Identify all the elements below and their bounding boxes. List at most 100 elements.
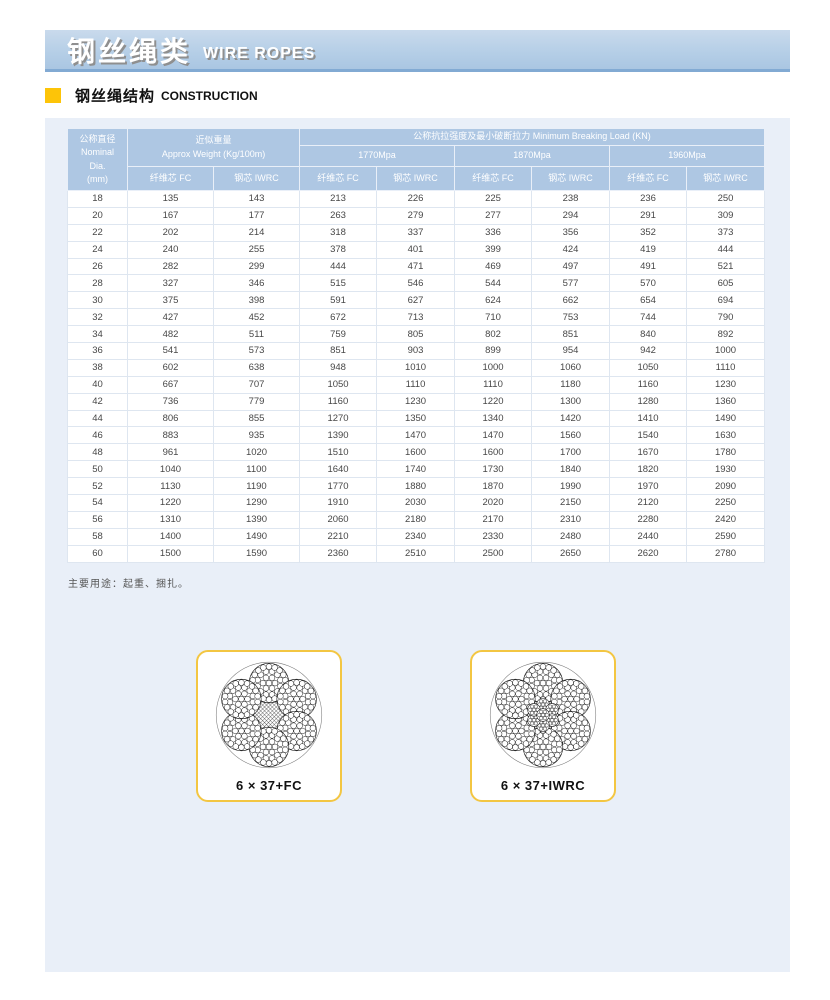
table-cell: 667: [127, 375, 214, 394]
table-cell: 44: [67, 409, 128, 428]
table-cell: 1180: [531, 375, 611, 394]
table-row: 38 602 638 948 1010 1000 1060 1050 1110: [67, 358, 766, 377]
table-row: 48 961 1020 1510 1600 1600 1700 1670 1780: [67, 443, 766, 462]
table-cell: 1050: [299, 375, 378, 394]
table-cell: 2780: [686, 544, 766, 563]
table-row: 44 806 855 1270 1350 1340 1420 1410 1490: [67, 409, 766, 428]
col-header-fc: 纤维芯 FC: [454, 166, 533, 191]
table-cell: 427: [127, 308, 214, 327]
table-cell: 22: [67, 223, 128, 242]
table-cell: 277: [454, 206, 533, 225]
table-cell: 225: [454, 190, 533, 208]
table-row: 28 327 346 515 546 544 577 570 605: [67, 274, 766, 293]
col-header-grade-1770: 1770Mpa: [299, 145, 456, 167]
col-header-iwrc: 钢芯 IWRC: [376, 166, 456, 191]
wire-rope-cross-section-iwrc-icon: [489, 661, 597, 769]
table-cell: 2180: [376, 510, 456, 529]
diagram-card-fc: 6 × 37+FC: [196, 650, 342, 802]
table-cell: 883: [127, 426, 214, 445]
table-cell: 226: [376, 190, 456, 208]
table-cell: 378: [299, 240, 378, 259]
table-cell: 672: [299, 308, 378, 327]
table-cell: 2170: [454, 510, 533, 529]
col-header-diameter-line: (mm): [87, 173, 108, 184]
table-row: 32 427 452 672 713 710 753 744 790: [67, 308, 766, 327]
table-cell: 1400: [127, 527, 214, 546]
table-cell: 34: [67, 325, 128, 344]
table-cell: 419: [609, 240, 688, 259]
table-cell: 736: [127, 392, 214, 411]
table-cell: 948: [299, 358, 378, 377]
table-cell: 291: [609, 206, 688, 225]
table-cell: 1500: [127, 544, 214, 563]
table-row: 50 1040 1100 1640 1740 1730 1840 1820 1930: [67, 460, 766, 479]
table-cell: 1490: [686, 409, 766, 428]
table-cell: 1970: [609, 477, 688, 496]
table-cell: 1630: [686, 426, 766, 445]
table-cell: 759: [299, 325, 378, 344]
col-header-iwrc: 钢芯 IWRC: [531, 166, 611, 191]
table-cell: 56: [67, 510, 128, 529]
table-cell: 20: [67, 206, 128, 225]
section-heading: 钢丝绳结构 CONSTRUCTION: [45, 85, 258, 106]
table-cell: 1160: [609, 375, 688, 394]
table-cell: 707: [212, 375, 301, 394]
table-cell: 2360: [299, 544, 378, 563]
table-cell: 294: [531, 206, 611, 225]
table-row: 56 1310 1390 2060 2180 2170 2310 2280 2420: [67, 510, 766, 529]
table-cell: 2620: [609, 544, 688, 563]
table-cell: 694: [686, 291, 766, 310]
table-row: 20 167 177 263 279 277 294 291 309: [67, 206, 766, 225]
table-cell: 398: [212, 291, 301, 310]
table-cell: 2330: [454, 527, 533, 546]
table-cell: 546: [376, 274, 456, 293]
table-cell: 42: [67, 392, 128, 411]
table-cell: 1540: [609, 426, 688, 445]
table-cell: 1060: [531, 358, 611, 377]
table-cell: 40: [67, 375, 128, 394]
table-row: 18 135 143 213 226 225 238 236 250: [67, 190, 766, 208]
table-cell: 1110: [376, 375, 456, 394]
table-cell: 851: [299, 342, 378, 360]
table-cell: 1000: [686, 342, 766, 360]
table-row: 46 883 935 1390 1470 1470 1560 1540 1630: [67, 426, 766, 445]
table-cell: 309: [686, 206, 766, 225]
table-cell: 2500: [454, 544, 533, 563]
table-cell: 1780: [686, 443, 766, 462]
table-cell: 1470: [454, 426, 533, 445]
table-cell: 753: [531, 308, 611, 327]
table-cell: 570: [609, 274, 688, 293]
table-cell: 263: [299, 206, 378, 225]
table-cell: 356: [531, 223, 611, 242]
table-cell: 1390: [299, 426, 378, 445]
table-cell: 602: [127, 358, 214, 377]
table-cell: 2020: [454, 494, 533, 512]
banner-title-zh: 钢丝绳类: [67, 35, 192, 67]
table-cell: 591: [299, 291, 378, 310]
table-cell: 1340: [454, 409, 533, 428]
table-cell: 790: [686, 308, 766, 327]
table-row: 40 667 707 1050 1110 1110 1180 1160 1230: [67, 375, 766, 394]
table-cell: 779: [212, 392, 301, 411]
diagram-card-iwrc: 6 × 37+IWRC: [470, 650, 616, 802]
spec-table: 公称直径 Nominal Dia. (mm) 近似重量 Approx Weigh…: [67, 128, 766, 563]
table-row: 42 736 779 1160 1230 1220 1300 1280 1360: [67, 392, 766, 411]
table-cell: 52: [67, 477, 128, 496]
col-header-diameter-line: Dia.: [89, 160, 106, 171]
col-header-grade-1870: 1870Mpa: [454, 145, 611, 167]
table-cell: 1770: [299, 477, 378, 496]
table-cell: 627: [376, 291, 456, 310]
table-cell: 544: [454, 274, 533, 293]
table-cell: 1110: [686, 358, 766, 377]
table-cell: 511: [212, 325, 301, 344]
table-cell: 654: [609, 291, 688, 310]
table-cell: 2510: [376, 544, 456, 563]
table-cell: 28: [67, 274, 128, 293]
table-cell: 1930: [686, 460, 766, 479]
table-cell: 1190: [212, 477, 301, 496]
table-cell: 521: [686, 257, 766, 276]
wire-rope-cross-section-fc-icon: [215, 661, 323, 769]
table-cell: 38: [67, 358, 128, 377]
table-cell: 855: [212, 409, 301, 428]
